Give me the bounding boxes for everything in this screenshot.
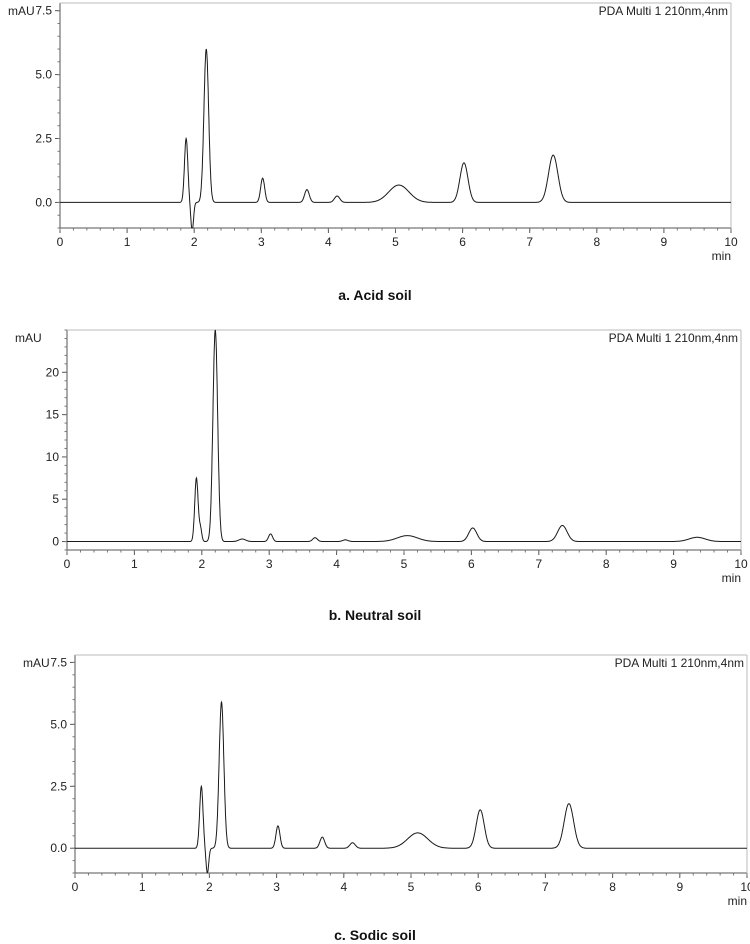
y-axis-label: mAU xyxy=(15,331,42,345)
x-axis-label: min xyxy=(728,894,747,908)
x-tick-label: 7 xyxy=(526,235,533,249)
y-tick-label: 0.0 xyxy=(50,841,67,855)
x-tick-label: 9 xyxy=(676,880,683,894)
x-tick-label: 10 xyxy=(734,557,748,571)
x-tick-label: 2 xyxy=(206,880,213,894)
x-tick-label: 10 xyxy=(724,235,738,249)
x-tick-label: 1 xyxy=(124,235,131,249)
detector-annotation: PDA Multi 1 210nm,4nm xyxy=(599,4,728,18)
x-tick-label: 6 xyxy=(468,557,475,571)
x-tick-label: 3 xyxy=(266,557,273,571)
y-tick-label: 10 xyxy=(46,450,60,464)
x-tick-label: 4 xyxy=(325,235,332,249)
panel-caption: c. Sodic soil xyxy=(334,927,416,943)
x-tick-label: 3 xyxy=(258,235,265,249)
x-tick-label: 8 xyxy=(603,557,610,571)
x-tick-label: 8 xyxy=(593,235,600,249)
x-tick-label: 5 xyxy=(408,880,415,894)
x-tick-label: 5 xyxy=(401,557,408,571)
y-tick-label: 7.5 xyxy=(35,4,52,18)
panel-caption: b. Neutral soil xyxy=(329,607,422,623)
detector-annotation: PDA Multi 1 210nm,4nm xyxy=(609,331,738,345)
x-tick-label: 2 xyxy=(191,235,198,249)
x-tick-label: 6 xyxy=(459,235,466,249)
x-tick-label: 5 xyxy=(392,235,399,249)
chromatogram-trace xyxy=(60,48,731,229)
y-tick-label: 5.0 xyxy=(50,717,67,731)
y-tick-label: 20 xyxy=(46,365,60,379)
x-axis-label: min xyxy=(712,249,731,263)
x-tick-label: 9 xyxy=(661,235,668,249)
y-tick-label: 2.5 xyxy=(50,779,67,793)
x-tick-label: 1 xyxy=(131,557,138,571)
x-tick-label: 10 xyxy=(740,880,750,894)
y-tick-label: 5.0 xyxy=(35,68,52,82)
x-tick-label: 7 xyxy=(542,880,549,894)
chromatogram-trace xyxy=(67,329,741,542)
y-tick-label: 0.0 xyxy=(35,195,52,209)
chromatogram-trace xyxy=(75,700,747,874)
y-tick-label: 0 xyxy=(52,535,59,549)
x-tick-label: 0 xyxy=(57,235,64,249)
y-tick-label: 2.5 xyxy=(35,132,52,146)
y-axis-label: mAU xyxy=(8,4,35,18)
x-tick-label: 0 xyxy=(72,880,79,894)
x-tick-label: 0 xyxy=(64,557,71,571)
x-tick-label: 8 xyxy=(609,880,616,894)
y-tick-label: 5 xyxy=(52,492,59,506)
y-tick-label: 15 xyxy=(46,408,60,422)
y-tick-label: 7.5 xyxy=(50,655,67,669)
x-axis-label: min xyxy=(722,571,741,585)
y-axis-label: mAU xyxy=(23,656,50,670)
x-tick-label: 2 xyxy=(198,557,205,571)
x-tick-label: 3 xyxy=(273,880,280,894)
panel-caption: a. Acid soil xyxy=(338,287,411,303)
detector-annotation: PDA Multi 1 210nm,4nm xyxy=(615,656,744,670)
x-tick-label: 4 xyxy=(333,557,340,571)
x-tick-label: 4 xyxy=(340,880,347,894)
x-tick-label: 9 xyxy=(670,557,677,571)
x-tick-label: 6 xyxy=(475,880,482,894)
x-tick-label: 1 xyxy=(139,880,146,894)
x-tick-label: 7 xyxy=(535,557,542,571)
chromatogram-panel-2: 0 1 2 3 4 5 6 7 8 9 10 0 5 10 15 20 mAU min PDA Multi 1 21… xyxy=(15,329,748,623)
